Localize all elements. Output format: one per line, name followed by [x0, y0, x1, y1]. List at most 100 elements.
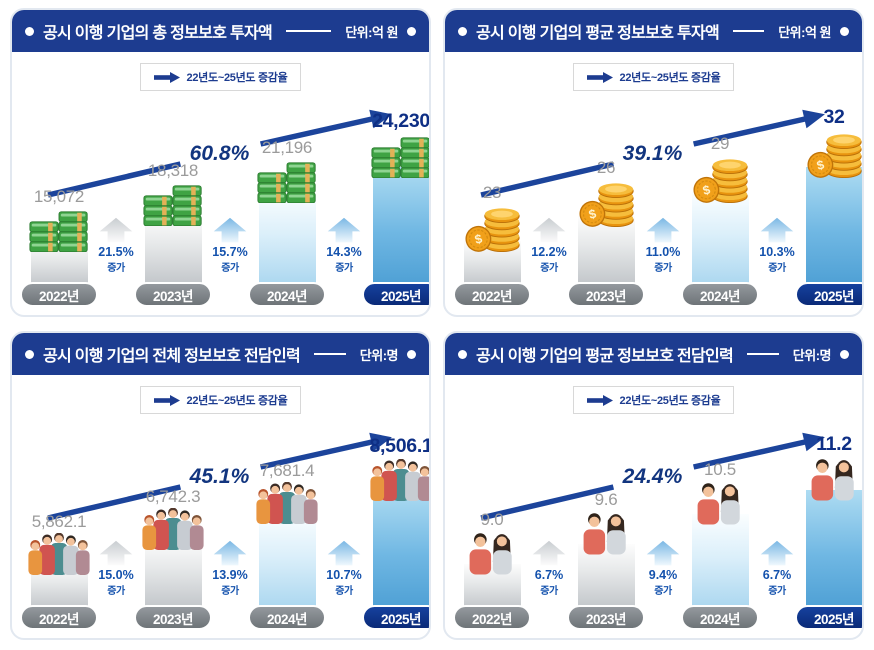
gold-coins-icon: $ [805, 130, 862, 179]
increase-percent: 12.2% [531, 245, 567, 259]
gold-coins-icon: $ [577, 179, 635, 228]
year-pill: 2023년 [567, 282, 645, 307]
increase-chevron: 6.7% 증가 [759, 540, 795, 597]
bar [258, 513, 316, 610]
year-pill: 2023년 [134, 605, 212, 630]
increase-chevron: 12.2% 증가 [531, 217, 567, 274]
cash-stack-icon [143, 182, 203, 227]
growth-percent-label: 45.1% [189, 465, 250, 488]
bar [805, 167, 862, 287]
header-rule [314, 353, 346, 355]
legend-label: 22년도~25년도 증감율 [186, 72, 288, 84]
increase-percent: 6.7% [762, 568, 792, 582]
unit-label: 단위:명 [359, 347, 399, 363]
people-pair-icon [694, 481, 746, 525]
bullet-dot-icon [407, 26, 416, 36]
chevron-up-icon [531, 540, 567, 566]
bars-row: 15,072 2022년 21.5% 증가 18,318 2023년 15.7% 증가 21,1… [20, 110, 429, 307]
growth-percent-label: 24.4% [622, 465, 683, 488]
panel-header: 공시 이행 기업의 전체 정보보호 전담인력 단위:명 [12, 333, 429, 375]
chevron-up-icon [759, 540, 795, 566]
increase-percent: 15.7% [212, 245, 248, 259]
bar [577, 544, 635, 610]
panel-header: 공시 이행 기업의 총 정보보호 투자액 단위:억 원 [12, 10, 429, 52]
increase-chevron: 15.7% 증가 [212, 217, 248, 274]
value-label: 15,072 [33, 187, 85, 206]
unit-label: 단위:명 [792, 347, 832, 363]
bar [372, 490, 429, 610]
chevron-up-icon [212, 217, 248, 243]
legend-box: 22년도~25년도 증감율 [572, 386, 735, 414]
increase-chevron: 13.9% 증가 [212, 540, 248, 597]
bar-column: 8,506.1 2025년 [362, 435, 429, 630]
bar-column: 7,681.4 2024년 [248, 461, 326, 630]
bar [691, 192, 749, 287]
panel-total-investment: 공시 이행 기업의 총 정보보호 투자액 단위:억 원 22년도~25년도 증감… [10, 8, 431, 317]
bar [144, 539, 202, 610]
people-group-icon [27, 532, 91, 575]
panel-avg-investment: 공시 이행 기업의 평균 정보보호 투자액 단위:억 원 22년도~25년도 증… [443, 8, 864, 317]
growth-percent-label: 39.1% [623, 142, 683, 165]
increase-word: 증가 [540, 263, 558, 274]
value-label: 29 [710, 134, 730, 153]
unit-label: 단위:억 원 [778, 24, 831, 40]
increase-word: 증가 [540, 586, 558, 597]
people-group-icon [141, 507, 205, 550]
header-rule [286, 30, 332, 32]
svg-text:$: $ [815, 158, 825, 173]
gold-coins-icon: $ [691, 155, 749, 204]
bar-column: 15,072 2022년 [20, 187, 98, 307]
value-label: 18,318 [147, 161, 199, 180]
people-pair-icon [466, 531, 518, 575]
increase-word: 증가 [221, 263, 239, 274]
panel-title: 공시 이행 기업의 전체 정보보호 전담인력 [43, 348, 301, 365]
bars-row: 5,862.1 2022년 15.0% 증가 6,742.3 2023년 13.9% 증가 7,… [20, 435, 429, 630]
increase-percent: 13.9% [212, 568, 248, 582]
legend-box: 22년도~25년도 증감율 [139, 386, 302, 414]
chevron-up-icon [645, 540, 681, 566]
cash-stack-icon [257, 159, 317, 204]
year-pill: 2025년 [362, 282, 429, 307]
bar-column: 10.5 2024년 [681, 460, 759, 630]
bullet-dot-icon [840, 349, 849, 359]
legend-label: 22년도~25년도 증감율 [186, 395, 288, 407]
increase-percent: 11.0% [645, 245, 681, 259]
legend-label: 22년도~25년도 증감율 [619, 72, 721, 84]
value-label: 6,742.3 [145, 487, 201, 506]
increase-percent: 15.0% [98, 568, 134, 582]
value-label: 24,230 [372, 110, 430, 132]
people-pair-icon [808, 457, 860, 501]
unit-label: 단위:억 원 [345, 24, 398, 40]
bullet-dot-icon [25, 349, 34, 359]
bar-column: 6,742.3 2023년 [134, 487, 212, 630]
bar [144, 215, 202, 287]
legend-box: 22년도~25년도 증감율 [572, 63, 735, 91]
year-pill: 2023년 [134, 282, 212, 307]
legend-label: 22년도~25년도 증감율 [619, 395, 721, 407]
panel-header: 공시 이행 기업의 평균 정보보호 투자액 단위:억 원 [445, 10, 862, 52]
bar-column: 23 $2022년 [453, 183, 531, 307]
cash-stack-icon [371, 134, 429, 179]
year-pill: 2022년 [453, 282, 531, 307]
bar-column: 9.0 2022년 [453, 510, 531, 630]
value-label: 9.6 [594, 490, 618, 509]
increase-chevron: 6.7% 증가 [531, 540, 567, 597]
value-label: 23 [482, 183, 502, 202]
increase-percent: 10.7% [326, 568, 362, 582]
panel-total-staff: 공시 이행 기업의 전체 정보보호 전담인력 단위:명 22년도~25년도 증감… [10, 331, 431, 640]
value-label: 9.0 [480, 510, 504, 529]
year-pill: 2022년 [20, 282, 98, 307]
increase-chevron: 21.5% 증가 [98, 217, 134, 274]
growth-percent-label: 60.8% [190, 142, 250, 165]
panel-header: 공시 이행 기업의 평균 정보보호 전담인력 단위:명 [445, 333, 862, 375]
year-pill: 2024년 [248, 282, 326, 307]
bar [372, 167, 429, 287]
increase-word: 증가 [768, 586, 786, 597]
increase-word: 증가 [768, 263, 786, 274]
bullet-dot-icon [407, 349, 416, 359]
increase-percent: 6.7% [534, 568, 564, 582]
increase-word: 증가 [107, 263, 125, 274]
year-pill: 2022년 [453, 605, 531, 630]
increase-word: 증가 [335, 263, 353, 274]
right-arrow-icon [153, 71, 180, 83]
